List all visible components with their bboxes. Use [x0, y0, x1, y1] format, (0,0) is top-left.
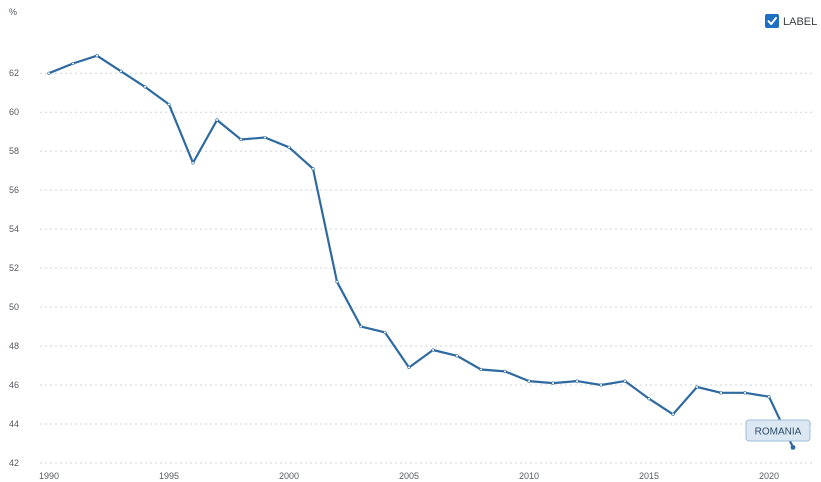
data-point [671, 412, 675, 416]
x-tick-label: 2010 [519, 471, 539, 481]
data-point [551, 381, 555, 385]
data-point [575, 379, 579, 383]
series-label: ROMANIA [755, 427, 802, 438]
y-tick-label: 48 [9, 341, 19, 351]
data-point [647, 397, 651, 401]
y-axis: 42 44 46 48 50 52 54 56 58 60 62 [9, 68, 19, 468]
data-point [191, 161, 195, 165]
data-point [119, 69, 123, 73]
data-point [47, 71, 51, 75]
y-tick-label: 62 [9, 68, 19, 78]
y-tick-label: 46 [9, 380, 19, 390]
legend-label[interactable]: LABEL [783, 16, 817, 28]
data-point [527, 379, 531, 383]
x-tick-label: 2005 [399, 471, 419, 481]
series-end-label: ROMANIA [745, 419, 811, 442]
y-tick-label: 52 [9, 263, 19, 273]
data-point [455, 354, 459, 358]
y-tick-label: 54 [9, 224, 19, 234]
data-point [239, 137, 243, 142]
data-point [359, 324, 363, 329]
y-tick-label: 50 [9, 302, 19, 312]
data-point [407, 365, 411, 370]
x-axis: 1990 1995 2000 2005 2010 2015 2020 [39, 471, 779, 481]
data-point [287, 145, 291, 149]
y-tick-label: 42 [9, 458, 19, 468]
x-tick-label: 2020 [759, 471, 779, 481]
y-unit-label: % [9, 7, 17, 17]
y-tick-label: 44 [9, 419, 19, 429]
data-point [215, 118, 219, 122]
data-point [479, 367, 483, 372]
data-point [383, 330, 387, 335]
x-tick-label: 1990 [39, 471, 59, 481]
grid-lines [40, 72, 812, 464]
data-point [335, 280, 339, 284]
checkmark-icon [767, 17, 777, 25]
y-tick-label: 60 [9, 107, 19, 117]
data-point [143, 85, 147, 89]
data-point [311, 167, 315, 171]
series-group [47, 54, 796, 450]
data-point [71, 61, 75, 66]
series-label-box [745, 419, 811, 442]
series-line [47, 54, 795, 449]
data-point [431, 348, 435, 352]
y-tick-label: 56 [9, 185, 19, 195]
data-point [263, 135, 267, 140]
x-tick-label: 2015 [639, 471, 659, 481]
y-tick-label: 58 [9, 146, 19, 156]
x-tick-label: 1995 [159, 471, 179, 481]
data-point [743, 391, 747, 395]
legend[interactable]: LABEL [765, 14, 817, 28]
data-point [503, 369, 507, 374]
data-point [695, 385, 699, 389]
data-point [719, 391, 723, 395]
checkbox-checked-icon[interactable] [765, 14, 779, 28]
x-tick-label: 2000 [279, 471, 299, 481]
data-point [790, 445, 796, 450]
data-point [95, 54, 99, 58]
data-point [599, 383, 603, 387]
data-point [767, 395, 771, 399]
data-point [623, 379, 627, 383]
data-point [167, 102, 171, 107]
